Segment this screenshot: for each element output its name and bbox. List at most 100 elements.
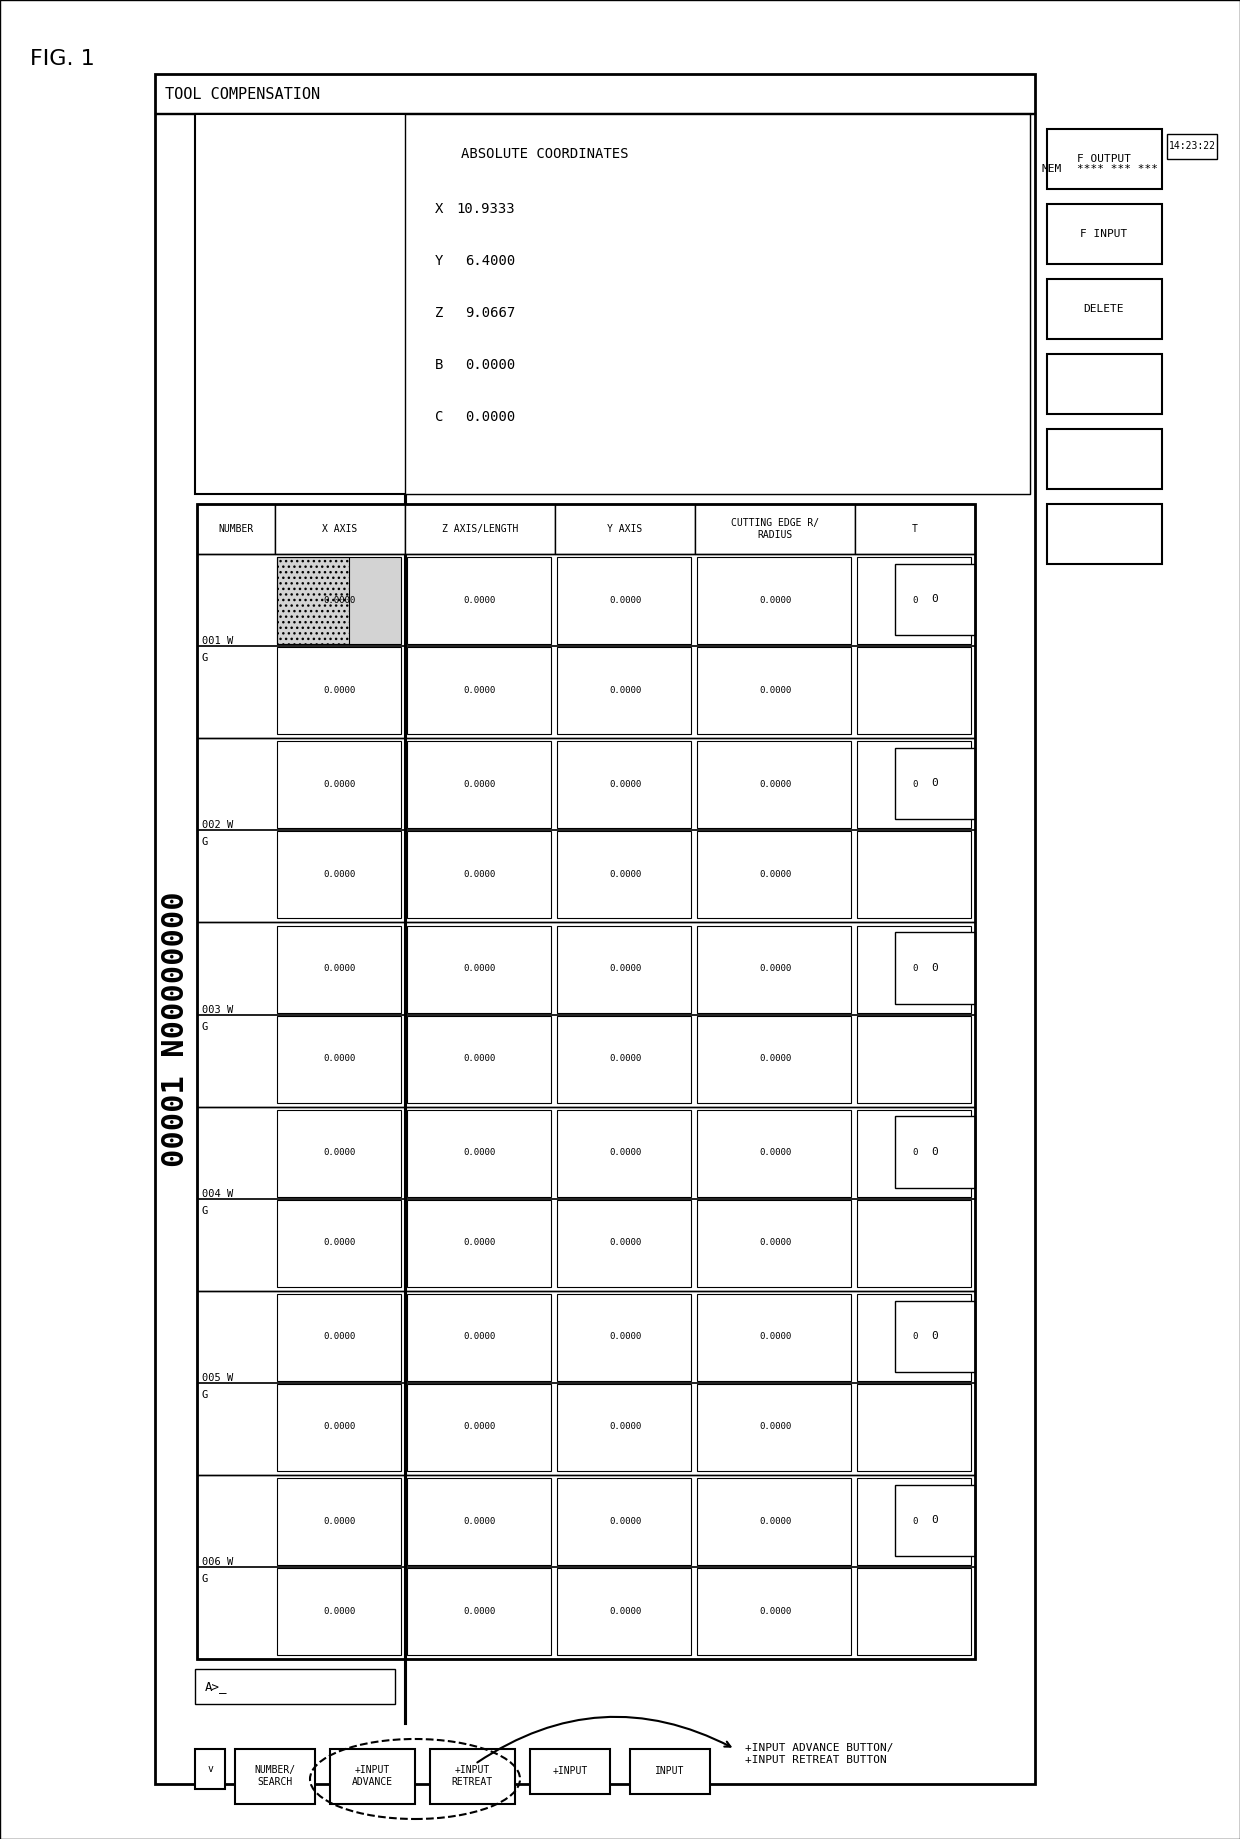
Bar <box>405 504 556 554</box>
Bar <box>277 1109 401 1197</box>
Bar <box>407 1569 551 1655</box>
Bar <box>197 504 275 554</box>
Text: NUMBER/
SEARCH: NUMBER/ SEARCH <box>254 1765 295 1788</box>
Bar <box>277 1569 401 1655</box>
Text: 10.9333: 10.9333 <box>456 202 515 215</box>
Bar <box>857 1383 971 1471</box>
Bar <box>407 647 551 734</box>
Text: 0.0000: 0.0000 <box>759 964 791 973</box>
Text: 004 W: 004 W <box>202 1188 233 1199</box>
Bar <box>405 114 1030 495</box>
Bar <box>895 748 975 820</box>
Bar <box>407 1383 551 1471</box>
Text: ABSOLUTE COORDINATES: ABSOLUTE COORDINATES <box>461 147 629 162</box>
Bar <box>856 504 975 554</box>
Bar <box>697 1479 851 1565</box>
Text: 0.0000: 0.0000 <box>609 870 641 879</box>
Bar <box>557 647 691 734</box>
Text: 0.0000: 0.0000 <box>609 780 641 789</box>
Bar <box>277 647 401 734</box>
Bar <box>895 932 975 1004</box>
Text: 0.0000: 0.0000 <box>324 1148 356 1157</box>
Text: 0: 0 <box>913 596 918 605</box>
Text: 0: 0 <box>913 780 918 789</box>
Bar <box>557 1383 691 1471</box>
Text: 0.0000: 0.0000 <box>464 1148 496 1157</box>
Text: INPUT: INPUT <box>655 1765 684 1776</box>
Bar <box>697 1199 851 1287</box>
Bar <box>1167 134 1216 158</box>
Text: 0.0000: 0.0000 <box>609 1607 641 1615</box>
Bar <box>697 1295 851 1381</box>
Text: 0.0000: 0.0000 <box>759 1238 791 1247</box>
Bar <box>529 1749 610 1795</box>
Bar <box>1047 280 1162 338</box>
Bar <box>895 1300 975 1372</box>
Text: 0.0000: 0.0000 <box>464 1054 496 1063</box>
Bar <box>195 1670 396 1705</box>
Text: 0.0000: 0.0000 <box>324 686 356 695</box>
Bar <box>277 1479 401 1565</box>
Bar <box>330 1749 415 1804</box>
Bar <box>407 1109 551 1197</box>
Text: +INPUT
RETREAT: +INPUT RETREAT <box>451 1765 492 1788</box>
Bar <box>630 1749 711 1795</box>
Text: F INPUT: F INPUT <box>1080 230 1127 239</box>
Bar <box>857 1569 971 1655</box>
Text: 0.0000: 0.0000 <box>324 1517 356 1526</box>
Text: 0: 0 <box>913 1331 918 1341</box>
Text: 0.0000: 0.0000 <box>609 1517 641 1526</box>
Bar <box>197 737 975 923</box>
Bar <box>195 114 1030 495</box>
Bar <box>407 925 551 1013</box>
Bar <box>430 1749 515 1804</box>
Text: 0.0000: 0.0000 <box>759 1148 791 1157</box>
Bar <box>694 504 856 554</box>
Text: G: G <box>202 837 208 848</box>
Bar <box>407 1295 551 1381</box>
Text: 0.0000: 0.0000 <box>324 870 356 879</box>
Text: F OUTPUT: F OUTPUT <box>1078 154 1131 164</box>
Text: 0: 0 <box>913 1517 918 1526</box>
Text: 006 W: 006 W <box>202 1558 233 1567</box>
Text: G: G <box>202 1574 208 1583</box>
Text: 0.0000: 0.0000 <box>609 686 641 695</box>
Text: C: C <box>435 410 444 425</box>
Text: 0.0000: 0.0000 <box>759 1422 791 1431</box>
Text: 0.0000: 0.0000 <box>324 780 356 789</box>
Bar <box>857 925 971 1013</box>
Bar <box>556 504 694 554</box>
Bar <box>275 504 405 554</box>
Text: 0.0000: 0.0000 <box>609 1422 641 1431</box>
Text: 0: 0 <box>931 778 939 789</box>
Bar <box>697 925 851 1013</box>
Text: A>_: A>_ <box>205 1681 227 1694</box>
Bar <box>697 1109 851 1197</box>
Text: 0.0000: 0.0000 <box>759 1517 791 1526</box>
Text: 0.0000: 0.0000 <box>324 596 356 605</box>
Text: X AXIS: X AXIS <box>322 524 357 533</box>
Text: 0.0000: 0.0000 <box>759 1331 791 1341</box>
Bar <box>557 741 691 828</box>
Text: 0.0000: 0.0000 <box>609 1148 641 1157</box>
Text: **** *** ***: **** *** *** <box>1078 164 1158 175</box>
Bar <box>857 1015 971 1103</box>
Bar <box>277 1295 401 1381</box>
Bar <box>277 1383 401 1471</box>
Text: 0.0000: 0.0000 <box>324 1607 356 1615</box>
Bar <box>557 1109 691 1197</box>
Text: FIG. 1: FIG. 1 <box>30 50 94 70</box>
Text: G: G <box>202 653 208 664</box>
Bar <box>277 925 401 1013</box>
Text: 0.0000: 0.0000 <box>464 686 496 695</box>
Bar <box>697 741 851 828</box>
Text: 14:23:22: 14:23:22 <box>1168 142 1215 151</box>
Bar <box>857 557 971 644</box>
Bar <box>277 1199 401 1287</box>
Text: 0.0000: 0.0000 <box>609 1238 641 1247</box>
Text: CUTTING EDGE R/
RADIUS: CUTTING EDGE R/ RADIUS <box>730 519 820 541</box>
Text: 0.0000: 0.0000 <box>464 964 496 973</box>
Bar <box>277 741 401 828</box>
Bar <box>277 557 348 644</box>
Text: 0.0000: 0.0000 <box>324 1422 356 1431</box>
